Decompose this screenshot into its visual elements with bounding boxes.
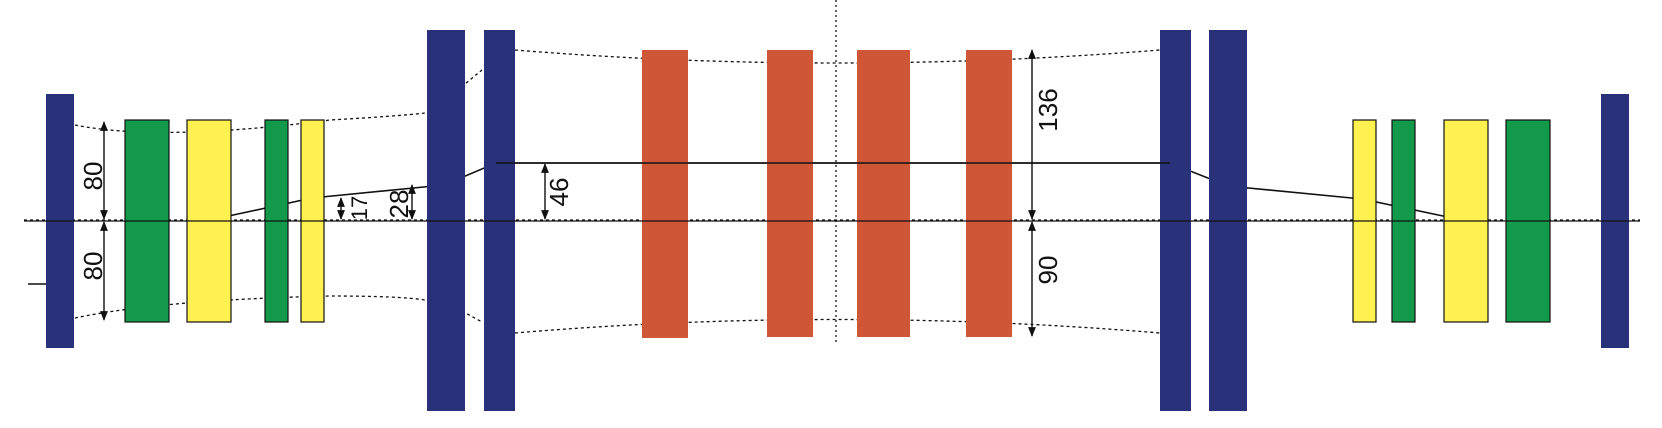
dim-label-17: 17 [347, 196, 372, 220]
solenoid-block [857, 50, 910, 337]
dim-label-80-lower: 80 [78, 252, 108, 281]
dimension-arrows [100, 49, 1036, 337]
dim-label-80-upper: 80 [78, 162, 108, 191]
dim-label-28: 28 [384, 190, 414, 219]
dim-label-46: 46 [544, 178, 574, 207]
solenoid-block [966, 50, 1012, 337]
dim-label-90: 90 [1033, 256, 1063, 285]
beam-envelope [74, 49, 1161, 334]
solenoids [642, 50, 1012, 338]
dim-label-136: 136 [1033, 88, 1063, 131]
solenoid-block [642, 50, 688, 338]
solenoid-block [767, 50, 813, 337]
